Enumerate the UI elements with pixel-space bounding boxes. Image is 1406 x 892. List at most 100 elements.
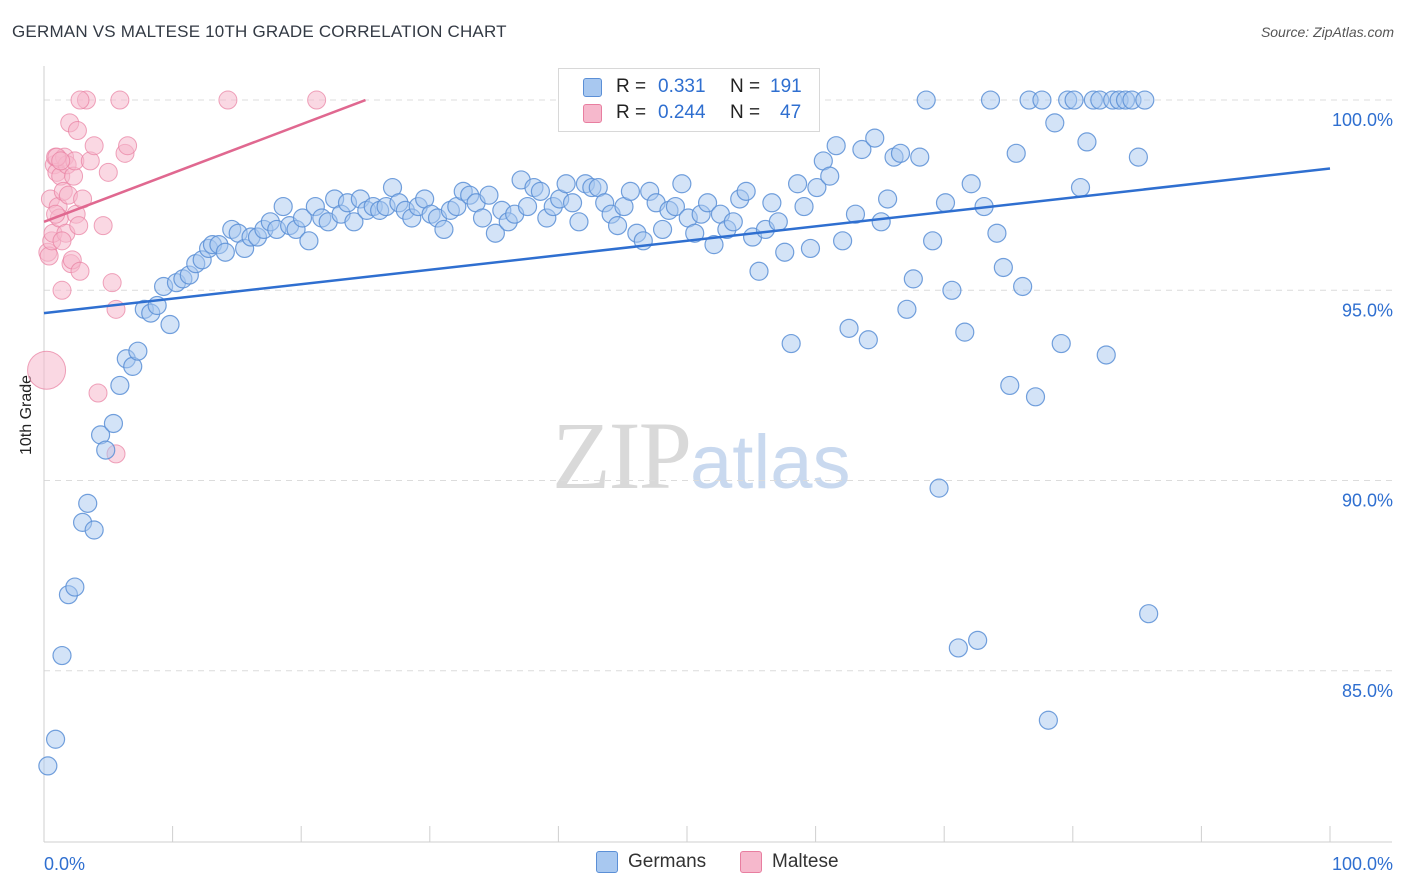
maltese-point xyxy=(93,216,113,236)
germans-point xyxy=(942,280,962,300)
germans-point xyxy=(993,257,1013,278)
germans-point xyxy=(472,208,493,228)
maltese-legend-swatch xyxy=(740,851,762,873)
germans-point xyxy=(685,223,705,243)
germans-point xyxy=(865,128,885,148)
germans-point xyxy=(948,638,968,658)
germans-point xyxy=(968,630,988,650)
germans-point xyxy=(110,375,130,396)
legend-item-maltese[interactable]: Maltese xyxy=(740,851,839,873)
germans-point xyxy=(103,413,124,434)
germans-point xyxy=(845,204,866,224)
maltese-trend-line xyxy=(43,98,366,223)
n-label: N = xyxy=(730,76,761,97)
maltese-point xyxy=(307,90,327,110)
germans-point xyxy=(903,269,923,289)
germans-point xyxy=(215,242,235,262)
germans-point xyxy=(128,341,148,361)
stats-row-maltese: R = 0.244 N = 47 xyxy=(583,100,801,126)
y-tick-label: 85.0% xyxy=(1342,681,1393,701)
germans-point xyxy=(1064,90,1084,110)
germans-point xyxy=(820,166,840,186)
chart-title: GERMAN VS MALTESE 10TH GRADE CORRELATION… xyxy=(12,22,507,41)
y-tick-label: 95.0% xyxy=(1342,300,1393,320)
germans-point xyxy=(1096,345,1116,365)
watermark: ZIPatlas xyxy=(552,400,851,511)
n-label: N = xyxy=(730,102,761,123)
maltese-point xyxy=(106,299,126,319)
germans-point xyxy=(697,193,718,213)
germans-point xyxy=(775,242,795,262)
germans-point xyxy=(530,181,550,201)
germans-point xyxy=(787,174,808,194)
germans-point xyxy=(485,223,505,243)
maltese-point xyxy=(84,136,104,156)
x-tick-label: 0.0% xyxy=(44,854,85,874)
germans-point xyxy=(38,756,58,776)
maltese-point xyxy=(118,136,138,156)
maltese-swatch xyxy=(583,103,602,123)
germans-point xyxy=(1128,147,1148,167)
legend-label: Maltese xyxy=(772,851,839,872)
r-label: R = xyxy=(616,102,647,123)
n-value: 47 xyxy=(780,102,802,123)
germans-point xyxy=(723,212,743,232)
germans-point xyxy=(878,189,898,209)
legend-item-germans[interactable]: Germans xyxy=(596,851,706,873)
maltese-point xyxy=(51,151,71,171)
maltese-point xyxy=(70,261,90,281)
germans-point xyxy=(794,196,814,217)
watermark-atlas: atlas xyxy=(690,420,851,505)
germans-point xyxy=(52,645,72,666)
germans-point xyxy=(871,212,891,232)
germans-point xyxy=(762,193,782,213)
germans-point xyxy=(434,219,454,240)
source-label: Source: ZipAtlas.com xyxy=(1260,24,1394,40)
germans-point xyxy=(749,261,769,281)
germans-point xyxy=(1135,90,1155,110)
germans-point xyxy=(1077,132,1097,152)
germans-trend-line xyxy=(43,167,1331,315)
germans-point xyxy=(897,299,917,319)
germans-point xyxy=(929,478,949,498)
maltese-point xyxy=(98,162,118,182)
germans-point xyxy=(935,193,956,213)
germans-point xyxy=(96,440,116,460)
germans-point xyxy=(160,314,180,335)
germans-point xyxy=(1032,90,1052,110)
germans-point xyxy=(299,231,319,251)
y-tick-label: 100.0% xyxy=(1332,110,1393,130)
germans-point xyxy=(858,330,878,350)
germans-point xyxy=(84,520,104,540)
germans-point xyxy=(768,212,788,232)
r-label: R = xyxy=(616,76,647,97)
r-value: 0.244 xyxy=(658,102,706,123)
germans-point xyxy=(839,318,859,338)
germans-point xyxy=(562,193,583,213)
germans-point xyxy=(1038,710,1058,730)
n-value: 191 xyxy=(770,76,802,97)
germans-point xyxy=(672,174,692,194)
germans-point xyxy=(1006,143,1026,163)
germans-point xyxy=(910,147,930,167)
maltese-point xyxy=(67,120,87,140)
germans-legend-swatch xyxy=(596,851,618,873)
maltese-point xyxy=(218,90,238,110)
x-tick-label: 100.0% xyxy=(1332,854,1393,874)
maltese-point xyxy=(27,350,67,390)
germans-swatch xyxy=(583,77,602,97)
watermark-zip: ZIP xyxy=(552,402,692,509)
germans-point xyxy=(556,174,576,194)
y-tick-label: 90.0% xyxy=(1342,491,1393,511)
germans-point xyxy=(292,208,313,228)
germans-point xyxy=(78,493,98,513)
germans-point xyxy=(1013,276,1033,297)
germans-point xyxy=(273,196,293,217)
germans-point xyxy=(987,223,1007,243)
germans-point xyxy=(781,333,801,354)
germans-point xyxy=(652,219,673,240)
germans-point xyxy=(923,231,943,251)
germans-point xyxy=(1045,113,1065,133)
germans-point xyxy=(704,235,724,255)
